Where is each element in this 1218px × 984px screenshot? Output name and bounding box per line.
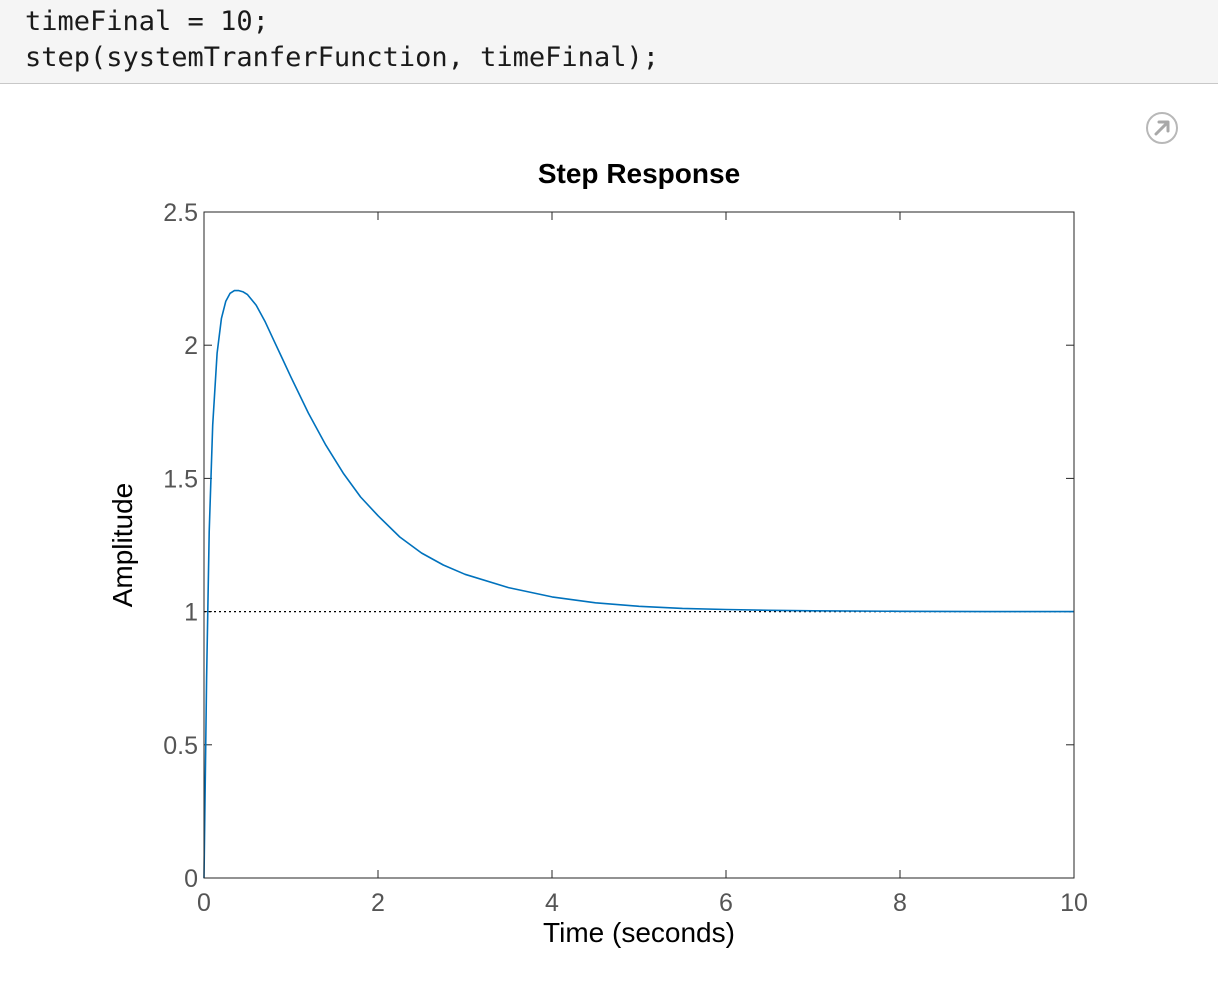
x-axis-label: Time (seconds) [543, 917, 735, 948]
y-tick-label: 2.5 [163, 199, 198, 227]
code-line-2[interactable]: step(systemTranferFunction, timeFinal); [25, 42, 659, 73]
y-axis-label: Amplitude [107, 483, 138, 608]
axes-box [203, 211, 1075, 879]
y-tick-label: 1 [184, 599, 198, 627]
y-tick-label: 0 [184, 865, 198, 893]
y-tick-label: 1.5 [163, 465, 198, 493]
y-tick-label: 2 [184, 332, 198, 360]
step-response-line [203, 289, 1074, 879]
x-tick-label: 0 [197, 889, 211, 917]
x-tick-label: 6 [719, 889, 733, 917]
y-tick-label: 0.5 [163, 732, 198, 760]
x-tick-label: 2 [371, 889, 385, 917]
x-tick-label: 8 [893, 889, 907, 917]
code-line-1[interactable]: timeFinal = 10; [25, 6, 269, 37]
export-arrow-icon[interactable] [1145, 111, 1179, 145]
x-tick-label: 4 [545, 889, 559, 917]
x-tick-label: 10 [1060, 889, 1088, 917]
plot-area [204, 212, 1074, 878]
code-block: timeFinal = 10; step(systemTranferFuncti… [0, 0, 1218, 84]
chart-title: Step Response [538, 158, 740, 189]
